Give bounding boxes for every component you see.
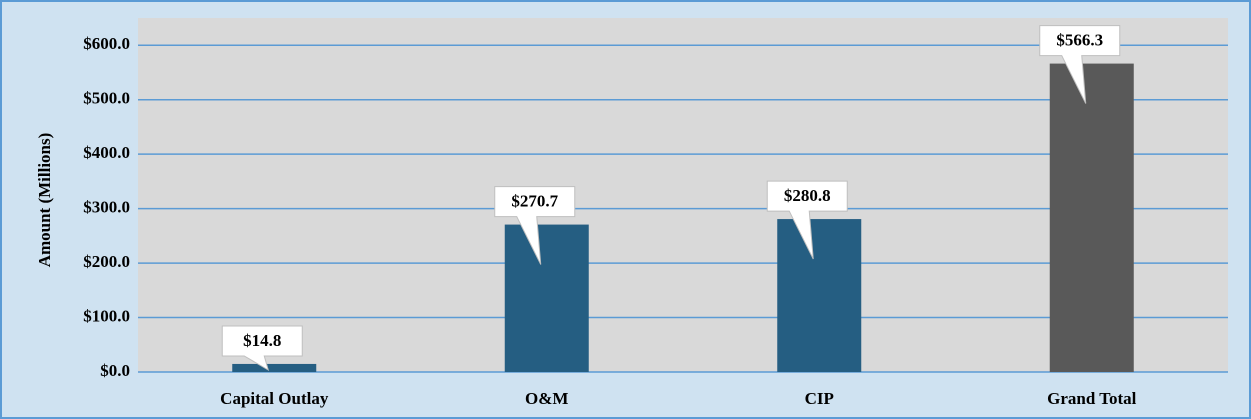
y-tick-label: $0.0 — [100, 361, 130, 380]
y-tick-label: $200.0 — [83, 252, 130, 271]
callout — [221, 325, 303, 372]
callout — [1039, 25, 1121, 104]
y-tick-label: $600.0 — [83, 34, 130, 53]
y-tick-label: $300.0 — [83, 198, 130, 217]
y-axis-label: Amount (Millions) — [35, 133, 54, 268]
y-tick-label: $400.0 — [83, 143, 130, 162]
x-tick-label: Grand Total — [1047, 389, 1137, 408]
callout — [494, 186, 576, 265]
x-tick-label: O&M — [525, 389, 568, 408]
plot-area — [138, 18, 1228, 372]
y-tick-label: $500.0 — [83, 89, 130, 108]
bar — [504, 224, 589, 372]
y-tick-label: $100.0 — [83, 306, 130, 325]
value-label: $14.8 — [243, 331, 281, 350]
x-tick-label: CIP — [805, 389, 834, 408]
x-tick-label: Capital Outlay — [220, 389, 329, 408]
value-label: $270.7 — [511, 191, 558, 210]
bar — [232, 363, 317, 372]
value-label: $280.8 — [784, 186, 831, 205]
bar — [777, 219, 862, 372]
value-label: $566.3 — [1056, 30, 1103, 49]
callout — [766, 180, 848, 260]
bar — [1049, 63, 1134, 372]
